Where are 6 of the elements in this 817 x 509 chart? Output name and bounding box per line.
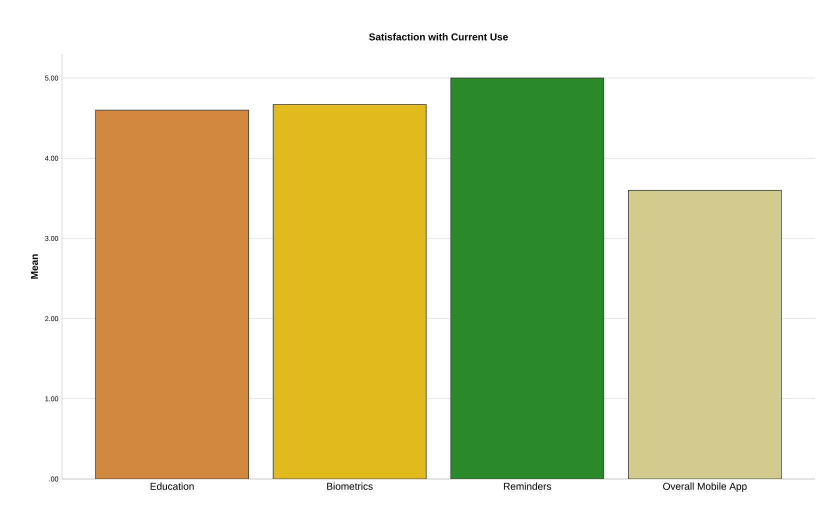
x-tick-label: Biometrics xyxy=(327,482,373,490)
y-axis-title: Mean xyxy=(30,254,38,279)
x-tick-label: Overall Mobile App xyxy=(663,482,747,492)
x-tick-label: Education xyxy=(150,482,194,490)
x-tick-label: Reminders xyxy=(504,482,552,490)
chart-title: Satisfaction with Current Use xyxy=(369,33,508,40)
